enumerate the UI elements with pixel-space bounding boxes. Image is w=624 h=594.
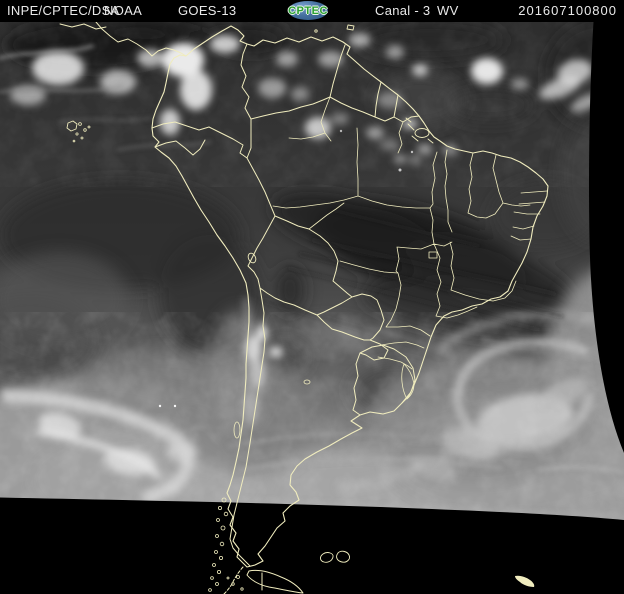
water-vapor-map — [0, 22, 624, 594]
amazon-mouth-channels — [405, 117, 434, 144]
galapagos-islets — [72, 122, 91, 143]
border-overlay — [59, 22, 549, 594]
operator-label: NOAA — [104, 3, 143, 18]
agency-label: INPE/CPTEC/DSA — [7, 3, 120, 18]
tierra-del-fuego — [246, 569, 304, 594]
galapagos-islands — [66, 120, 78, 132]
cptec-logo-text: CPTEC — [288, 4, 328, 17]
patagonia-overlay — [208, 497, 350, 594]
mar-chiquita-lagoon — [303, 379, 311, 385]
lake-titicaca — [247, 252, 257, 264]
falkland-islands — [320, 550, 350, 563]
chiloe-island — [233, 421, 241, 439]
limb-right — [588, 22, 624, 453]
central-america-coast — [59, 22, 187, 57]
islands-and-lakes — [66, 24, 434, 439]
cloud-texture-top — [0, 22, 624, 172]
header-bar: INPE/CPTEC/DSA NOAA GOES-13 CPTEC Canal … — [0, 0, 624, 22]
continent-coastline — [151, 25, 549, 568]
limb-bottom — [0, 497, 624, 594]
cloud-texture — [0, 330, 624, 510]
band-label: WV — [437, 3, 459, 18]
cptec-logo: CPTEC — [288, 1, 328, 20]
patos-lagoon — [401, 363, 415, 400]
trinidad-island — [346, 24, 355, 31]
fuegian-islets — [226, 575, 244, 591]
brazil-state-borders — [272, 96, 548, 370]
margarita-island — [314, 29, 318, 33]
no-data-mask — [0, 22, 624, 594]
south-georgia-island — [515, 575, 535, 587]
satellite-label: GOES-13 — [178, 3, 237, 18]
fjord-islets — [208, 497, 229, 592]
marajo-island — [414, 128, 430, 138]
channel-label: Canal - 3 — [375, 3, 431, 18]
cloud-pinpoints — [158, 129, 414, 408]
timestamp-label: 201607100800 — [518, 3, 617, 18]
satellite-image — [0, 22, 624, 594]
